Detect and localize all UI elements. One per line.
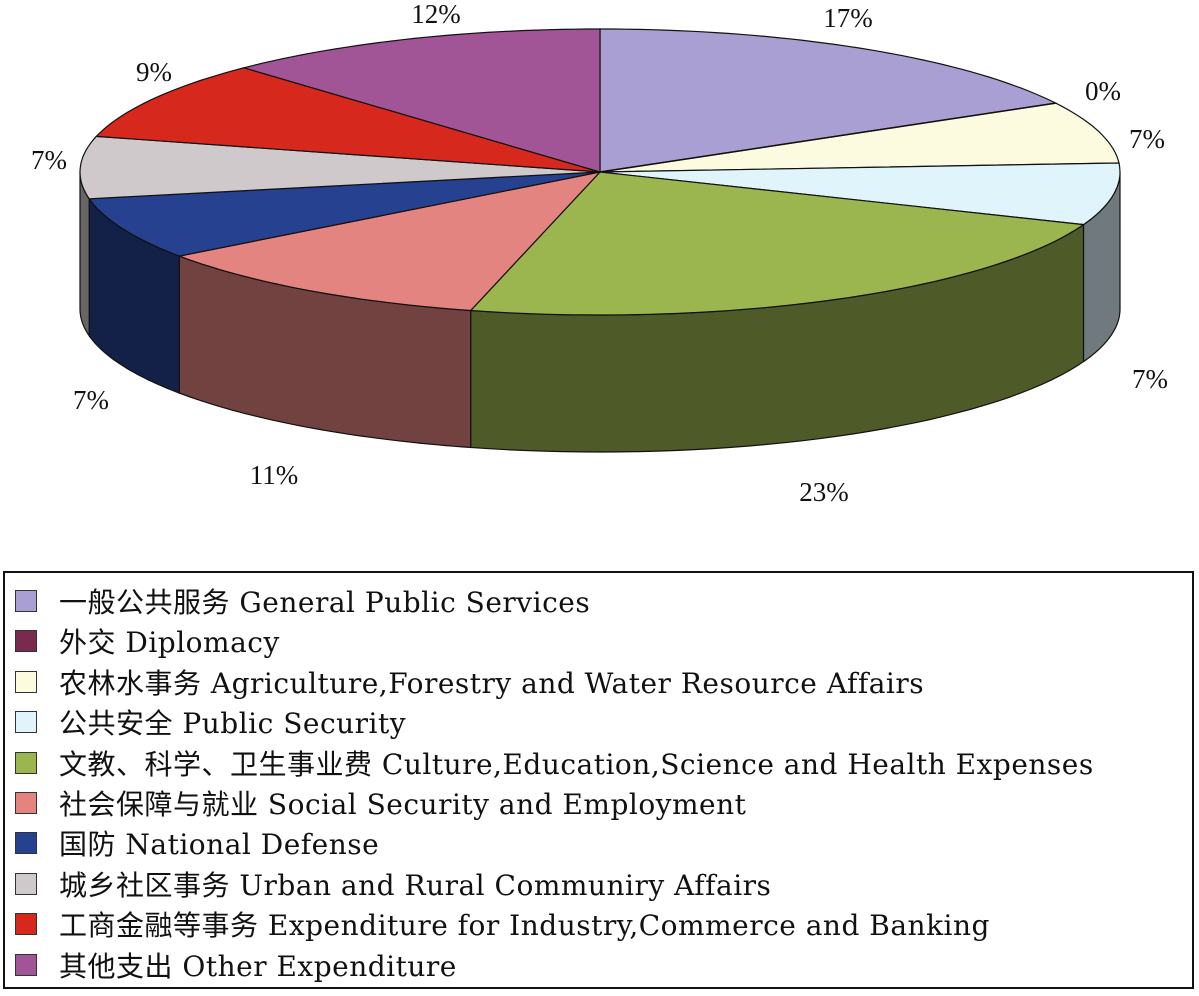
- legend-label: 公共安全 Public Security: [59, 707, 407, 740]
- pie-slice-6: [88, 171, 601, 257]
- legend-swatch: [15, 913, 37, 935]
- legend-swatch: [15, 954, 37, 976]
- pie-data-label: 23%: [799, 477, 849, 507]
- legend-item: 公共安全 Public Security: [15, 702, 406, 742]
- pie-chart: 17% 0% 7% 7% 23% 11% 7% 7% 9% 12%: [31, 0, 1168, 507]
- pie-data-label: 7%: [73, 385, 109, 415]
- pie-slice-7: [79, 135, 601, 200]
- legend-label: 社会保障与就业 Social Security and Employment: [59, 788, 747, 821]
- pie-slice-2: [599, 102, 1120, 173]
- legend-label: 国防 National Defense: [59, 828, 380, 861]
- pie-slice-9: [241, 28, 601, 173]
- legend-item: 工商金融等事务 Expenditure for Industry,Commerc…: [15, 904, 990, 944]
- legend-item: 社会保障与就业 Social Security and Employment: [15, 783, 746, 823]
- pie-data-label: 7%: [31, 145, 67, 175]
- legend-swatch: [15, 590, 37, 612]
- pie-slice-8: [94, 67, 601, 173]
- pie-slice-5: [177, 171, 602, 312]
- legend-swatch: [15, 671, 37, 693]
- pie-labels: 17% 0% 7% 7% 23% 11% 7% 7% 9% 12%: [31, 0, 1168, 507]
- pie-data-label: 9%: [136, 57, 172, 87]
- legend-label: 一般公共服务 General Public Services: [59, 586, 591, 619]
- legend-swatch: [15, 711, 37, 733]
- legend-item: 外交 Diplomacy: [15, 621, 280, 661]
- legend-swatch: [15, 873, 37, 895]
- legend-swatch: [15, 752, 37, 774]
- pie-data-label: 7%: [1132, 364, 1168, 394]
- legend-item: 农林水事务 Agriculture,Forestry and Water Res…: [15, 662, 924, 702]
- pie-data-label: 17%: [823, 3, 873, 33]
- legend-label: 农林水事务 Agriculture,Forestry and Water Res…: [59, 667, 925, 700]
- legend-item: 一般公共服务 General Public Services: [15, 581, 590, 621]
- pie-data-label: 0%: [1085, 76, 1121, 106]
- pie-slice-0: [599, 28, 1058, 173]
- legend-label: 工商金融等事务 Expenditure for Industry,Commerc…: [59, 909, 990, 942]
- pie-slice-4: [469, 171, 1086, 316]
- legend-item: 文教、科学、卫生事业费 Culture,Education,Science an…: [15, 743, 1094, 783]
- legend-swatch: [15, 630, 37, 652]
- legend-label: 外交 Diplomacy: [59, 626, 280, 659]
- legend-label: 文教、科学、卫生事业费 Culture,Education,Science an…: [59, 748, 1094, 781]
- legend-item: 其他支出 Other Expenditure: [15, 945, 457, 985]
- pie-slice-1: [599, 102, 1056, 173]
- legend-item: 城乡社区事务 Urban and Rural Communiry Affairs: [15, 864, 771, 904]
- legend-swatch: [15, 832, 37, 854]
- legend-label: 城乡社区事务 Urban and Rural Communiry Affairs: [59, 869, 772, 902]
- pie-data-label: 7%: [1129, 124, 1165, 154]
- chart-legend: 一般公共服务 General Public Services 外交 Diplom…: [3, 571, 1194, 989]
- pie-tops: [79, 28, 1121, 316]
- legend-label: 其他支出 Other Expenditure: [59, 950, 457, 983]
- pie-slice-3: [599, 162, 1121, 226]
- legend-item: 国防 National Defense: [15, 823, 379, 863]
- pie-data-label: 12%: [411, 0, 461, 29]
- legend-swatch: [15, 792, 37, 814]
- pie-data-label: 11%: [250, 460, 299, 490]
